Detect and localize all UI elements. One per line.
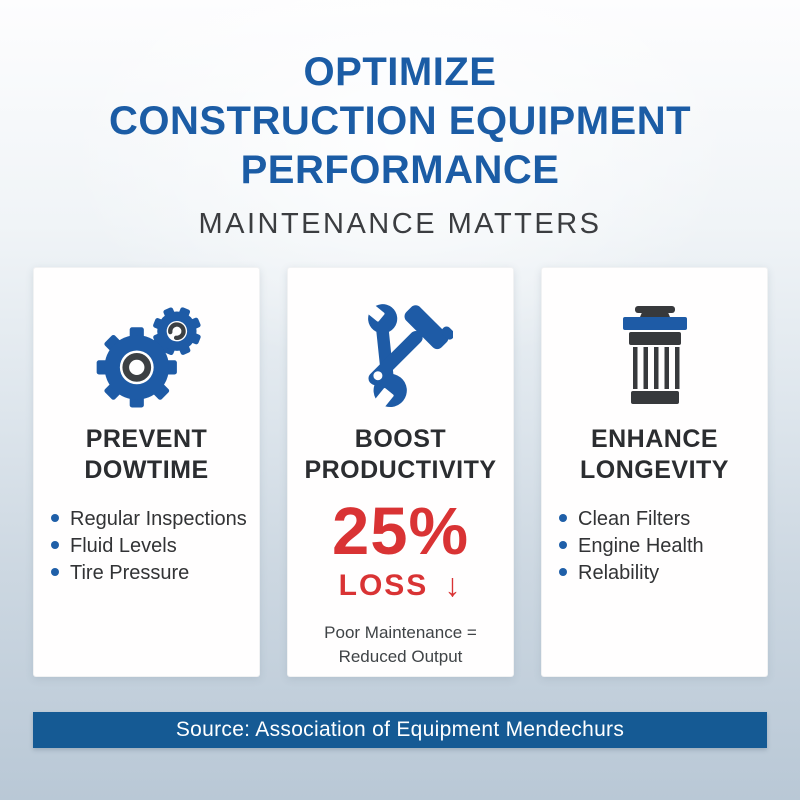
card-title: PREVENT DOWTIME	[84, 424, 208, 486]
card-title-line-1: BOOST	[354, 425, 447, 453]
list-item: Engine Health	[559, 533, 704, 560]
bullet-dot-icon	[559, 540, 567, 549]
bullet-dot-icon	[51, 513, 59, 522]
gears-icon	[88, 288, 206, 420]
cards-row: PREVENT DOWTIME Regular Inspections Flui…	[33, 267, 768, 677]
card-title-line-1: PREVENT	[85, 425, 208, 453]
list-item: Regular Inspections	[51, 506, 247, 533]
source-text: Source: Association of Equipment Mendech…	[175, 718, 625, 741]
card-title-line-1: ENHANCE	[590, 425, 719, 453]
title-line-1: OPTIMIZE	[303, 50, 497, 94]
card-enhance-longevity: ENHANCE LONGEVITY Clean Filters Engine H…	[541, 267, 768, 677]
bullet-label: Tire Pressure	[70, 562, 190, 584]
card-title-line-2: DOWTIME	[84, 456, 209, 484]
bullet-dot-icon	[559, 513, 567, 522]
card-boost-productivity: BOOST PRODUCTIVITY 25% LOSS ↓ Poor Maint…	[287, 267, 514, 677]
list-item: Clean Filters	[559, 506, 704, 533]
header: OPTIMIZE CONSTRUCTION EQUIPMENT PERFORMA…	[0, 48, 800, 241]
wrench-hammer-icon	[349, 288, 453, 420]
list-item: Relability	[559, 560, 704, 587]
bullet-list: Clean Filters Engine Health Relability	[542, 506, 704, 587]
bullet-label: Fluid Levels	[70, 535, 177, 557]
stat-caption-line-2: Reduced Output	[338, 647, 463, 666]
card-title-line-2: LONGEVITY	[580, 456, 729, 484]
card-prevent-downtime: PREVENT DOWTIME Regular Inspections Flui…	[33, 267, 260, 677]
list-item: Fluid Levels	[51, 533, 247, 560]
bullet-label: Engine Health	[578, 535, 704, 557]
stat-value: 25%	[331, 494, 470, 569]
stat-label-row: LOSS ↓	[332, 567, 469, 604]
subtitle: MAINTENANCE MATTERS	[198, 208, 602, 240]
bullet-label: Relability	[578, 562, 660, 584]
list-item: Tire Pressure	[51, 560, 247, 587]
card-title-line-2: PRODUCTIVITY	[304, 456, 497, 484]
loss-stat: 25% LOSS ↓	[332, 498, 469, 604]
stat-label: LOSS	[338, 568, 429, 602]
bullet-list: Regular Inspections Fluid Levels Tire Pr…	[34, 506, 247, 587]
card-title: ENHANCE LONGEVITY	[580, 424, 729, 486]
stat-caption: Poor Maintenance = Reduced Output	[324, 621, 477, 669]
stat-caption-line-1: Poor Maintenance =	[324, 623, 477, 642]
bullet-label: Regular Inspections	[70, 508, 247, 530]
source-bar: Source: Association of Equipment Mendech…	[33, 712, 767, 748]
title-line-2: CONSTRUCTION EQUIPMENT	[108, 99, 692, 143]
bullet-dot-icon	[559, 567, 567, 576]
bullet-dot-icon	[51, 567, 59, 576]
page-title: OPTIMIZE CONSTRUCTION EQUIPMENT PERFORMA…	[0, 48, 800, 195]
bullet-dot-icon	[51, 540, 59, 549]
bullet-label: Clean Filters	[578, 508, 691, 530]
filter-icon	[617, 288, 693, 420]
title-line-3: PERFORMANCE	[240, 148, 560, 192]
down-arrow-icon: ↓	[444, 567, 463, 603]
card-title: BOOST PRODUCTIVITY	[304, 424, 496, 486]
